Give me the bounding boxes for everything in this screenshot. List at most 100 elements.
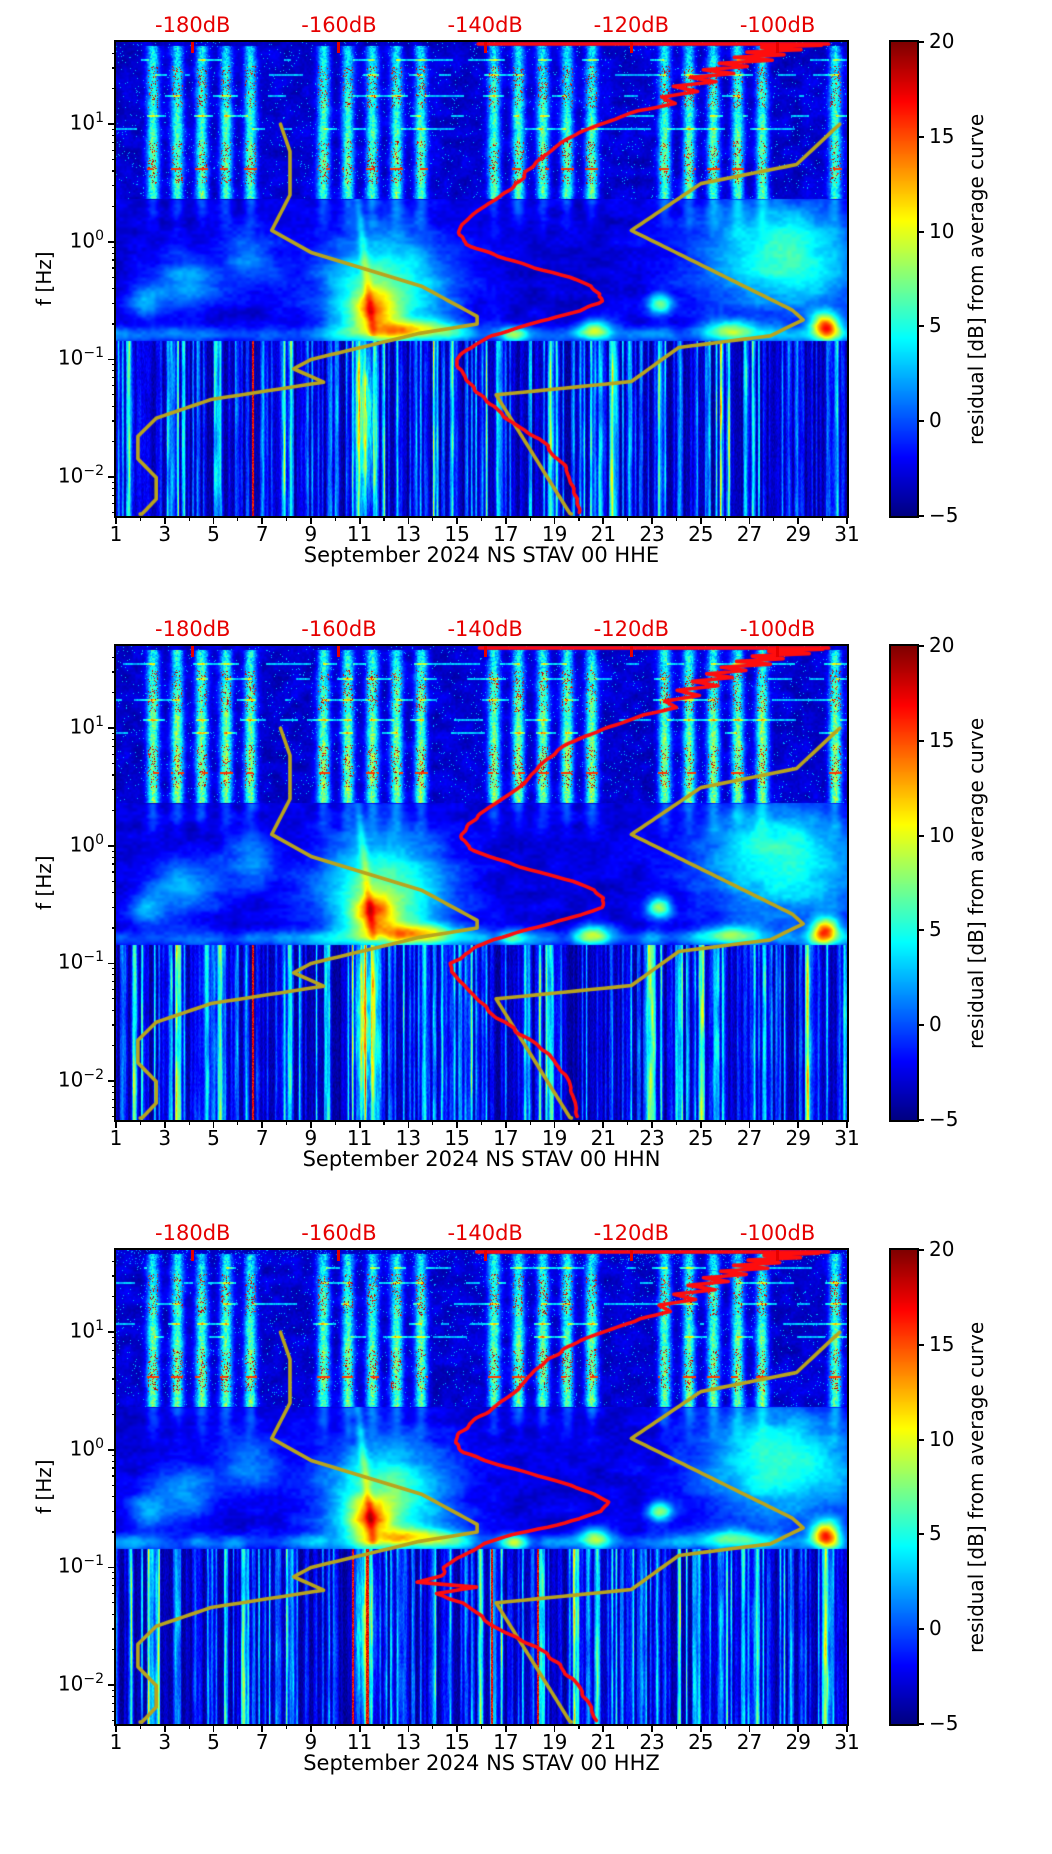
- y-axis-minor-tick: [111, 850, 116, 852]
- x-axis-major-tick: [504, 1120, 507, 1128]
- x-axis-major-tick: [212, 516, 215, 524]
- top-axis-tick: [776, 646, 780, 657]
- colorbar-tick: [917, 135, 924, 138]
- colorbar-tick: [917, 739, 924, 742]
- x-axis-minor-tick: [383, 1724, 385, 1729]
- y-axis-minor-tick: [111, 1695, 116, 1698]
- x-axis-minor-tick: [237, 1724, 239, 1729]
- x-axis-minor-tick: [480, 1120, 483, 1125]
- x-axis-tick-label: 19: [541, 522, 568, 546]
- x-axis-minor-tick: [578, 516, 580, 521]
- y-axis-tick-label: 100: [69, 1435, 104, 1461]
- x-axis-major-tick: [504, 1724, 507, 1732]
- y-axis-minor-tick: [111, 974, 116, 976]
- y-axis-tick-label: 101: [69, 110, 104, 135]
- y-axis-minor-tick: [111, 871, 116, 873]
- x-axis-minor-tick: [139, 516, 141, 521]
- y-axis-minor-tick: [111, 1628, 116, 1630]
- y-axis-major-tick: [108, 844, 116, 847]
- y-axis-minor-tick: [111, 1460, 116, 1462]
- colorbar-tick: [917, 834, 924, 837]
- y-axis-tick-label: 100: [69, 831, 104, 857]
- x-axis-major-tick: [651, 516, 653, 524]
- top-axis-tick: [483, 646, 487, 657]
- colorbar-tick: [917, 1024, 924, 1027]
- x-axis-major-tick: [651, 1120, 653, 1128]
- y-axis-minor-tick: [111, 1343, 116, 1345]
- x-axis-minor-tick: [432, 516, 434, 521]
- y-axis-minor-tick: [111, 1585, 116, 1587]
- top-axis-label: -120dB: [593, 617, 670, 641]
- top-axis-label: -180dB: [155, 617, 231, 641]
- colorbar-border: [889, 644, 919, 1122]
- y-axis-minor-tick: [111, 1719, 116, 1722]
- x-axis-minor-tick: [285, 516, 288, 521]
- y-axis-minor-tick: [111, 1085, 116, 1088]
- colorbar-tick-label: 15: [929, 727, 955, 752]
- x-axis-minor-tick: [237, 1120, 239, 1125]
- y-axis-minor-tick: [111, 149, 116, 151]
- x-axis-minor-tick: [529, 516, 531, 521]
- x-axis-major-tick: [261, 516, 264, 524]
- y-axis-minor-tick: [111, 1260, 116, 1262]
- y-axis-minor-tick: [111, 441, 116, 443]
- x-axis-major-tick: [407, 516, 410, 524]
- x-axis-major-tick: [407, 1724, 410, 1732]
- y-axis-minor-tick: [111, 981, 116, 983]
- colorbar-tick: [917, 325, 924, 328]
- x-axis-tick-label: 3: [158, 1126, 172, 1150]
- x-axis-major-tick: [602, 516, 605, 524]
- y-axis-minor-tick: [111, 1393, 116, 1395]
- x-axis-tick-label: 31: [834, 1730, 860, 1754]
- top-axis-tick: [337, 42, 341, 53]
- colorbar-tick-label: 15: [929, 123, 955, 148]
- x-axis-major-tick: [115, 1724, 117, 1732]
- colorbar-tick: [917, 1249, 924, 1251]
- colorbar-tick: [917, 1119, 924, 1121]
- y-axis-major-tick: [108, 962, 116, 965]
- x-axis-tick-label: 21: [590, 1730, 617, 1754]
- y-axis-minor-tick: [111, 1454, 116, 1456]
- x-axis-tick-label: 5: [207, 522, 220, 546]
- x-axis-tick-label: 25: [688, 1126, 714, 1150]
- top-axis-label: -160dB: [301, 617, 377, 641]
- x-axis-minor-tick: [432, 1120, 434, 1125]
- x-axis-tick-label: 13: [395, 1126, 422, 1150]
- x-axis-tick-label: 23: [639, 522, 665, 546]
- x-axis-minor-tick: [529, 1724, 531, 1729]
- y-axis-minor-tick: [111, 656, 116, 658]
- y-axis-minor-tick: [111, 1602, 116, 1604]
- y-axis-minor-tick: [111, 67, 116, 69]
- x-axis-tick-label: 31: [834, 1126, 860, 1150]
- x-axis-major-tick: [163, 1724, 166, 1732]
- x-axis-tick-label: 17: [493, 1126, 519, 1150]
- x-axis-tick-label: 27: [736, 1730, 763, 1754]
- y-axis-minor-tick: [111, 384, 116, 387]
- x-axis-tick-label: 17: [493, 1730, 519, 1754]
- y-axis-tick-label: 10−1: [57, 345, 104, 371]
- y-axis-minor-tick: [111, 302, 116, 304]
- colorbar-border: [889, 40, 919, 518]
- x-axis-major-tick: [748, 1724, 751, 1732]
- x-axis-minor-tick: [578, 1120, 580, 1125]
- x-axis-major-tick: [553, 1120, 556, 1128]
- x-axis-minor-tick: [383, 1120, 385, 1125]
- x-axis-major-tick: [553, 516, 556, 524]
- y-axis-minor-tick: [111, 1710, 116, 1712]
- x-axis-tick-label: 15: [444, 522, 470, 546]
- y-axis-minor-tick: [111, 88, 116, 90]
- y-axis-minor-tick: [111, 1024, 116, 1026]
- y-axis-label: f [Hz]: [32, 251, 56, 307]
- y-axis-tick-label: 101: [69, 1318, 104, 1343]
- top-axis-tick: [629, 42, 633, 53]
- colorbar-tick: [917, 1533, 924, 1536]
- y-axis-minor-tick: [111, 1613, 116, 1615]
- x-axis-minor-tick: [139, 1120, 141, 1125]
- x-axis-major-tick: [699, 1724, 702, 1732]
- spectrogram-heatmap-canvas: [116, 1250, 847, 1724]
- top-axis-label: -160dB: [301, 13, 377, 37]
- y-axis-minor-tick: [111, 1357, 116, 1359]
- y-axis-minor-tick: [111, 205, 116, 207]
- x-axis-minor-tick: [822, 1724, 824, 1729]
- x-axis-tick-label: 19: [541, 1730, 568, 1754]
